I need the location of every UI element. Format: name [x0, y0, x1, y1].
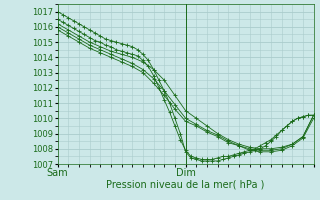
X-axis label: Pression niveau de la mer( hPa ): Pression niveau de la mer( hPa ): [107, 180, 265, 190]
